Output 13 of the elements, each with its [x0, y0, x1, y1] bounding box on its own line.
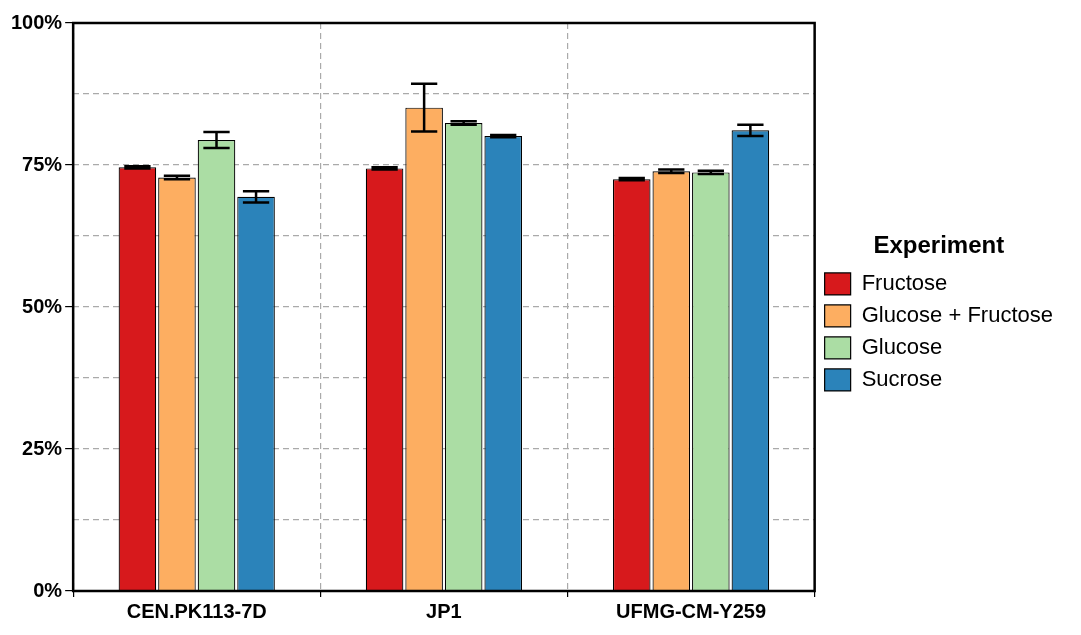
x-tick-label: UFMG-CM-Y259	[616, 599, 767, 622]
y-tick-label: 50%	[22, 294, 63, 317]
y-tick-label: 100%	[11, 10, 63, 33]
legend-label: Fructose	[861, 269, 948, 295]
x-tick-label: JP1	[426, 599, 462, 622]
legend-label: Glucose	[861, 333, 943, 359]
legend-label: Glucose + Fructose	[861, 301, 1054, 327]
y-tick-label: 75%	[22, 152, 63, 175]
legend-title: Experiment	[873, 230, 1005, 258]
y-tick-label: 0%	[33, 578, 63, 601]
x-tick-label: CEN.PK113-7D	[126, 599, 267, 622]
y-tick-label: 25%	[22, 436, 63, 459]
legend-label: Sucrose	[861, 365, 943, 391]
